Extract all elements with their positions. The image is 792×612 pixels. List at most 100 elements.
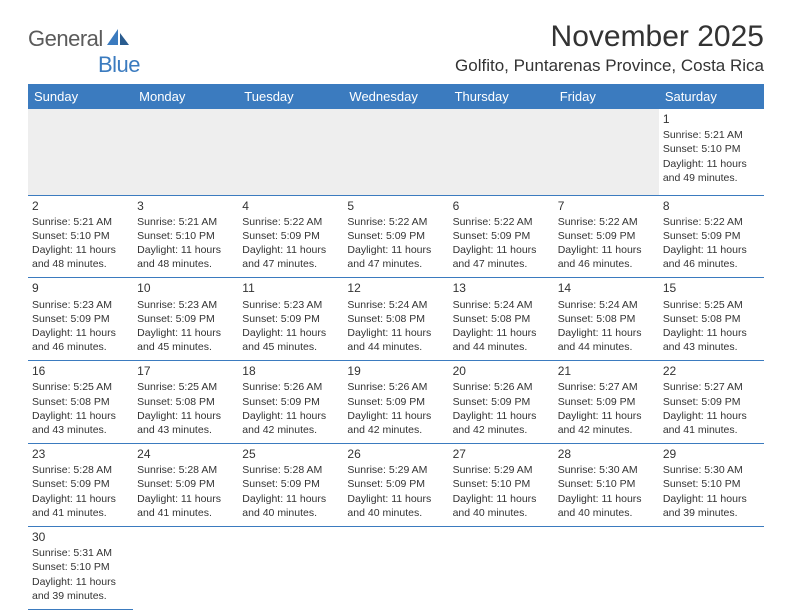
sunrise-text: Sunrise: 5:27 AM <box>558 380 655 394</box>
calendar-week-row: 9Sunrise: 5:23 AMSunset: 5:09 PMDaylight… <box>28 278 764 361</box>
calendar-week-row: 30Sunrise: 5:31 AMSunset: 5:10 PMDayligh… <box>28 527 764 610</box>
daylight-text: Daylight: 11 hours and 46 minutes. <box>663 243 760 271</box>
calendar-table: SundayMondayTuesdayWednesdayThursdayFrid… <box>28 84 764 610</box>
daylight-text: Daylight: 11 hours and 47 minutes. <box>347 243 444 271</box>
sunset-text: Sunset: 5:10 PM <box>32 229 129 243</box>
calendar-cell: 19Sunrise: 5:26 AMSunset: 5:09 PMDayligh… <box>343 361 448 444</box>
sunset-text: Sunset: 5:10 PM <box>663 477 760 491</box>
daylight-text: Daylight: 11 hours and 40 minutes. <box>558 492 655 520</box>
sunrise-text: Sunrise: 5:30 AM <box>663 463 760 477</box>
day-number: 19 <box>347 363 444 379</box>
sunset-text: Sunset: 5:09 PM <box>137 477 234 491</box>
calendar-cell: 15Sunrise: 5:25 AMSunset: 5:08 PMDayligh… <box>659 278 764 361</box>
sunrise-text: Sunrise: 5:22 AM <box>558 215 655 229</box>
daylight-text: Daylight: 11 hours and 44 minutes. <box>453 326 550 354</box>
calendar-cell: 28Sunrise: 5:30 AMSunset: 5:10 PMDayligh… <box>554 444 659 527</box>
sunset-text: Sunset: 5:10 PM <box>32 560 129 574</box>
day-number: 7 <box>558 198 655 214</box>
sunrise-text: Sunrise: 5:21 AM <box>137 215 234 229</box>
calendar-cell <box>343 109 448 195</box>
day-number: 21 <box>558 363 655 379</box>
calendar-cell: 10Sunrise: 5:23 AMSunset: 5:09 PMDayligh… <box>133 278 238 361</box>
sunset-text: Sunset: 5:08 PM <box>137 395 234 409</box>
calendar-cell <box>554 527 659 610</box>
daylight-text: Daylight: 11 hours and 40 minutes. <box>347 492 444 520</box>
day-number: 3 <box>137 198 234 214</box>
calendar-cell: 20Sunrise: 5:26 AMSunset: 5:09 PMDayligh… <box>449 361 554 444</box>
weekday-header: Monday <box>133 84 238 109</box>
calendar-week-row: 23Sunrise: 5:28 AMSunset: 5:09 PMDayligh… <box>28 444 764 527</box>
location-subtitle: Golfito, Puntarenas Province, Costa Rica <box>455 56 764 76</box>
sunrise-text: Sunrise: 5:27 AM <box>663 380 760 394</box>
sunrise-text: Sunrise: 5:26 AM <box>347 380 444 394</box>
calendar-cell: 26Sunrise: 5:29 AMSunset: 5:09 PMDayligh… <box>343 444 448 527</box>
sunset-text: Sunset: 5:09 PM <box>242 312 339 326</box>
sunset-text: Sunset: 5:09 PM <box>32 477 129 491</box>
calendar-cell <box>449 109 554 195</box>
sunset-text: Sunset: 5:09 PM <box>347 229 444 243</box>
sunset-text: Sunset: 5:09 PM <box>663 229 760 243</box>
weekday-header: Wednesday <box>343 84 448 109</box>
daylight-text: Daylight: 11 hours and 43 minutes. <box>32 409 129 437</box>
calendar-cell <box>28 109 133 195</box>
weekday-header: Sunday <box>28 84 133 109</box>
sunrise-text: Sunrise: 5:26 AM <box>453 380 550 394</box>
calendar-cell: 29Sunrise: 5:30 AMSunset: 5:10 PMDayligh… <box>659 444 764 527</box>
daylight-text: Daylight: 11 hours and 48 minutes. <box>137 243 234 271</box>
sunset-text: Sunset: 5:10 PM <box>558 477 655 491</box>
sunrise-text: Sunrise: 5:31 AM <box>32 546 129 560</box>
day-number: 10 <box>137 280 234 296</box>
day-number: 6 <box>453 198 550 214</box>
sunrise-text: Sunrise: 5:23 AM <box>242 298 339 312</box>
daylight-text: Daylight: 11 hours and 41 minutes. <box>663 409 760 437</box>
sunset-text: Sunset: 5:10 PM <box>137 229 234 243</box>
calendar-cell: 25Sunrise: 5:28 AMSunset: 5:09 PMDayligh… <box>238 444 343 527</box>
sunrise-text: Sunrise: 5:26 AM <box>242 380 339 394</box>
daylight-text: Daylight: 11 hours and 42 minutes. <box>453 409 550 437</box>
sunset-text: Sunset: 5:09 PM <box>558 395 655 409</box>
calendar-cell: 4Sunrise: 5:22 AMSunset: 5:09 PMDaylight… <box>238 195 343 278</box>
month-title: November 2025 <box>455 20 764 54</box>
calendar-week-row: 2Sunrise: 5:21 AMSunset: 5:10 PMDaylight… <box>28 195 764 278</box>
sunrise-text: Sunrise: 5:28 AM <box>32 463 129 477</box>
calendar-cell: 12Sunrise: 5:24 AMSunset: 5:08 PMDayligh… <box>343 278 448 361</box>
daylight-text: Daylight: 11 hours and 44 minutes. <box>347 326 444 354</box>
daylight-text: Daylight: 11 hours and 42 minutes. <box>347 409 444 437</box>
calendar-cell: 18Sunrise: 5:26 AMSunset: 5:09 PMDayligh… <box>238 361 343 444</box>
daylight-text: Daylight: 11 hours and 40 minutes. <box>242 492 339 520</box>
calendar-cell <box>343 527 448 610</box>
calendar-cell <box>238 527 343 610</box>
calendar-cell <box>554 109 659 195</box>
sunrise-text: Sunrise: 5:25 AM <box>32 380 129 394</box>
calendar-cell: 21Sunrise: 5:27 AMSunset: 5:09 PMDayligh… <box>554 361 659 444</box>
day-number: 29 <box>663 446 760 462</box>
sunset-text: Sunset: 5:09 PM <box>347 477 444 491</box>
calendar-cell: 13Sunrise: 5:24 AMSunset: 5:08 PMDayligh… <box>449 278 554 361</box>
daylight-text: Daylight: 11 hours and 45 minutes. <box>242 326 339 354</box>
sunset-text: Sunset: 5:08 PM <box>558 312 655 326</box>
calendar-cell <box>659 527 764 610</box>
day-number: 26 <box>347 446 444 462</box>
sunset-text: Sunset: 5:09 PM <box>453 395 550 409</box>
calendar-cell <box>449 527 554 610</box>
daylight-text: Daylight: 11 hours and 43 minutes. <box>663 326 760 354</box>
sunrise-text: Sunrise: 5:28 AM <box>137 463 234 477</box>
daylight-text: Daylight: 11 hours and 46 minutes. <box>32 326 129 354</box>
day-number: 5 <box>347 198 444 214</box>
sunset-text: Sunset: 5:09 PM <box>242 477 339 491</box>
calendar-cell: 5Sunrise: 5:22 AMSunset: 5:09 PMDaylight… <box>343 195 448 278</box>
daylight-text: Daylight: 11 hours and 39 minutes. <box>663 492 760 520</box>
sunset-text: Sunset: 5:09 PM <box>242 395 339 409</box>
calendar-cell: 3Sunrise: 5:21 AMSunset: 5:10 PMDaylight… <box>133 195 238 278</box>
daylight-text: Daylight: 11 hours and 47 minutes. <box>453 243 550 271</box>
sunset-text: Sunset: 5:10 PM <box>453 477 550 491</box>
sunrise-text: Sunrise: 5:23 AM <box>32 298 129 312</box>
calendar-cell: 14Sunrise: 5:24 AMSunset: 5:08 PMDayligh… <box>554 278 659 361</box>
sunset-text: Sunset: 5:08 PM <box>32 395 129 409</box>
calendar-cell: 7Sunrise: 5:22 AMSunset: 5:09 PMDaylight… <box>554 195 659 278</box>
calendar-cell <box>133 109 238 195</box>
sunrise-text: Sunrise: 5:24 AM <box>453 298 550 312</box>
sunrise-text: Sunrise: 5:22 AM <box>453 215 550 229</box>
sunset-text: Sunset: 5:10 PM <box>663 142 760 156</box>
daylight-text: Daylight: 11 hours and 45 minutes. <box>137 326 234 354</box>
